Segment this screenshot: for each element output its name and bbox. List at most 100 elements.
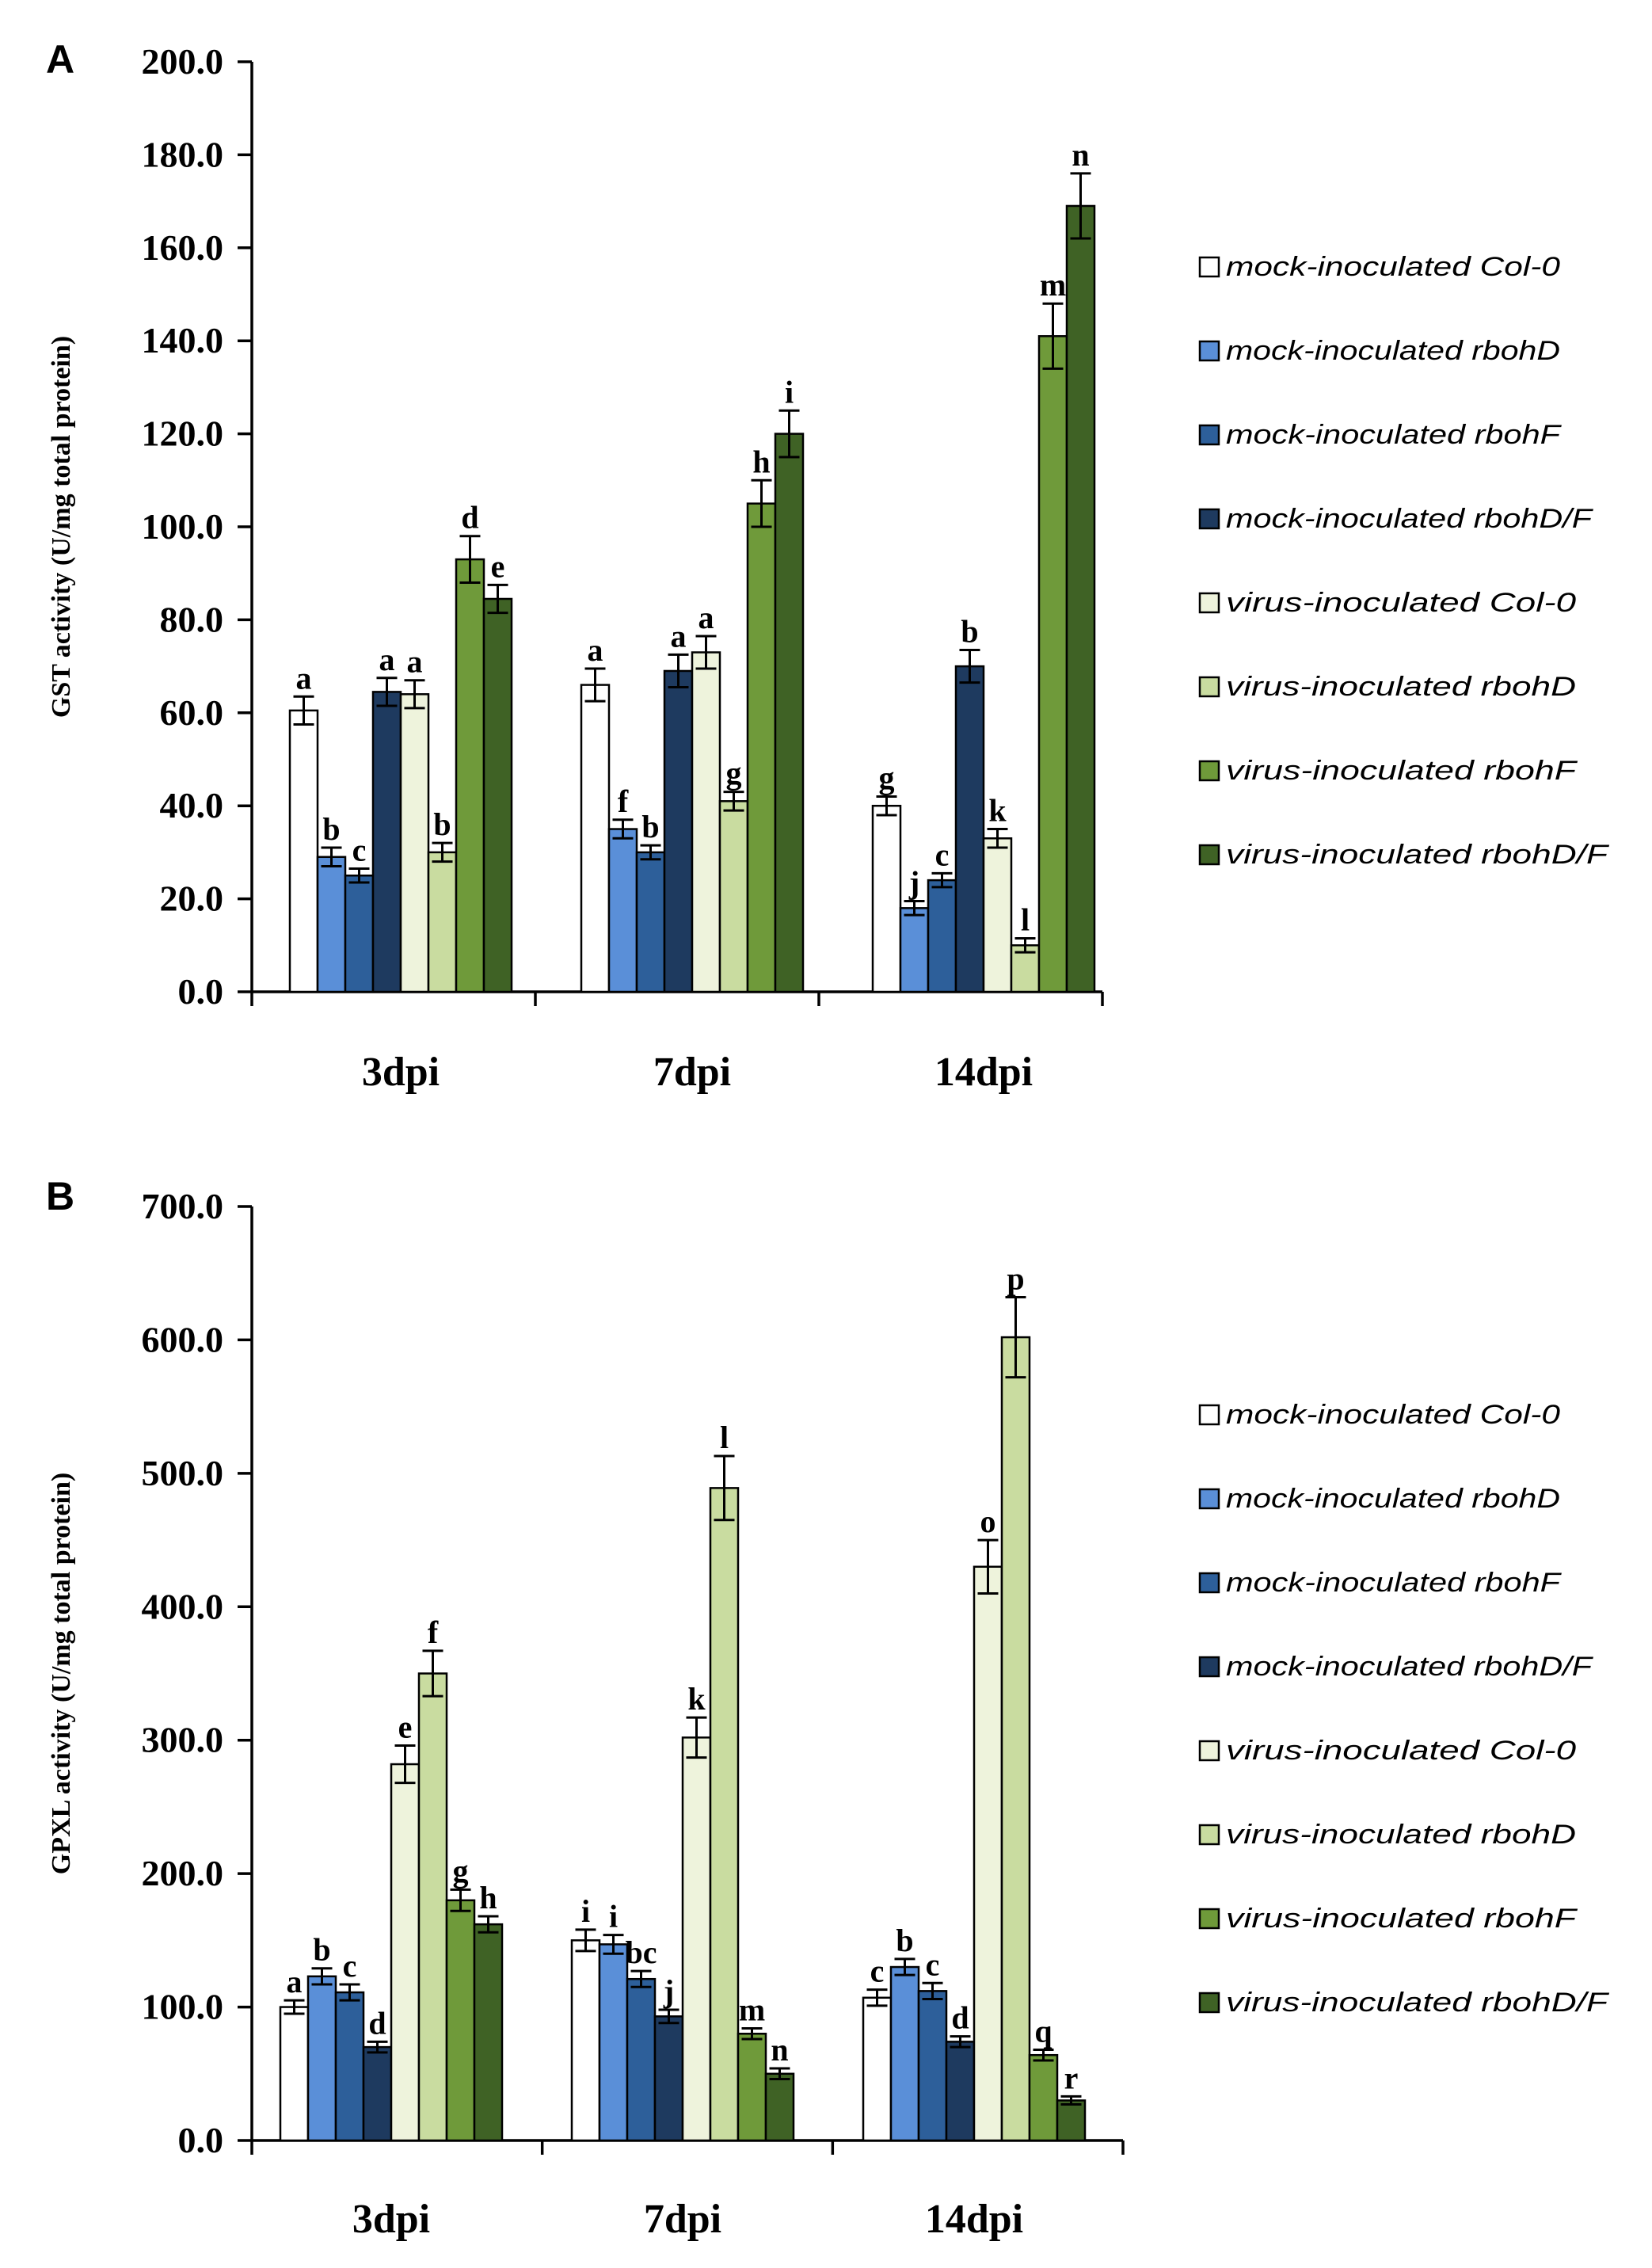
panel-a-legend-label: virus-inoculated rbohD/F (1226, 840, 1610, 870)
panel-a-bar (718, 800, 749, 993)
panel-b-legend-swatch (1198, 1740, 1220, 1762)
panel-b-y-tick-label: 200.0 (142, 1853, 224, 1893)
panel-a-bar (288, 709, 319, 993)
panel-a-bar (982, 837, 1013, 993)
panel-b-category-label: 7dpi (644, 2197, 721, 2242)
panel-b-significance-letter: c (870, 1954, 885, 1989)
panel-b-legend-label: virus-inoculated rbohF (1226, 1904, 1578, 1934)
panel-label-b: B (46, 1174, 74, 1218)
panel-a-bar (691, 651, 721, 993)
panel-a-bar (899, 907, 930, 993)
panel-a-bar (774, 433, 805, 993)
panel-a-significance-letter: g (726, 756, 742, 791)
panel-a-legend-swatch (1198, 592, 1220, 614)
panel-a-bar (927, 879, 957, 993)
panel-a-significance-letter: e (491, 548, 505, 584)
panel-a-bar (399, 693, 430, 993)
panel-b-significance-letter: i (581, 1893, 590, 1929)
panel-b-bar (653, 2015, 684, 2142)
panel-b-legend-swatch (1198, 1656, 1220, 1678)
panel-a-significance-letter: c (352, 832, 367, 867)
panel-b-bar (473, 1923, 504, 2142)
panel-b-significance-letter: bc (626, 1934, 657, 1970)
panel-b-significance-letter: g (453, 1853, 469, 1889)
panel-a-legend-label: mock-inoculated rbohD (1226, 336, 1560, 366)
panel-a-significance-letter: a (379, 642, 395, 677)
panel-b-category-label: 3dpi (352, 2197, 430, 2242)
panel-b-significance-letter: q (1034, 2013, 1052, 2049)
panel-a-bar (344, 875, 375, 993)
panel-b-legend-label: virus-inoculated rbohD/F (1226, 1988, 1610, 2018)
panel-a-legend-label: mock-inoculated rbohD/F (1226, 504, 1594, 534)
panel-b-bar (709, 1487, 740, 2142)
panel-a-y-tick-label: 160.0 (142, 227, 224, 268)
panel-a-significance-letter: h (752, 444, 770, 479)
panel-a-legend-swatch (1198, 844, 1220, 866)
panel-b-y-tick-label: 600.0 (142, 1319, 224, 1359)
panel-a-legend-label: mock-inoculated Col-0 (1226, 252, 1560, 282)
panel-b-significance-letter: a (287, 1964, 303, 1999)
panel-b-bar (1000, 1336, 1031, 2142)
panel-b-y-tick-label: 400.0 (142, 1586, 224, 1626)
panel-b-legend-label: virus-inoculated Col-0 (1226, 1736, 1576, 1766)
panel-b-category-label: 14dpi (925, 2197, 1023, 2242)
panel-b-bar (862, 1996, 893, 2142)
panel-a-bar (1065, 204, 1096, 993)
panel-a-bar (663, 669, 694, 993)
panel-a-y-tick-label: 120.0 (142, 414, 224, 454)
panel-b-bar (417, 1672, 448, 2142)
panel-a-significance-letter: b (433, 806, 451, 842)
panel-label-a: A (46, 37, 74, 82)
panel-a-significance-letter: n (1072, 137, 1089, 173)
panel-b-significance-letter: k (687, 1681, 706, 1717)
panel-a-y-tick-label: 200.0 (142, 41, 224, 82)
panel-b-bar (764, 2072, 795, 2142)
panel-a-legend-swatch (1198, 340, 1220, 362)
panel-a-bar (607, 828, 638, 993)
panel-b-significance-letter: d (951, 2000, 969, 2036)
panel-b-significance-letter: e (398, 1709, 413, 1744)
panel-a-y-tick-label: 140.0 (142, 320, 224, 360)
panel-a-significance-letter: d (461, 500, 478, 536)
panel-a-y-tick-label: 20.0 (160, 879, 224, 919)
panel-a-significance-letter: b (322, 811, 340, 847)
panel-a-category-label: 14dpi (934, 1050, 1033, 1095)
panel-a-significance-letter: m (1040, 267, 1066, 303)
panel-b-bar (626, 1977, 657, 2142)
panel-b-legend-label: mock-inoculated rbohD (1226, 1484, 1560, 1514)
panel-b-bar (737, 2033, 767, 2142)
panel-a-significance-letter: a (407, 644, 423, 680)
panel-a-y-tick-label: 180.0 (142, 134, 224, 174)
panel-a-y-tick-label: 0.0 (178, 971, 224, 1012)
panel-b-bar (445, 1899, 476, 2142)
panel-b-legend-label: mock-inoculated rbohD/F (1226, 1652, 1594, 1682)
panel-a-significance-letter: j (908, 865, 919, 901)
panel-b-y-tick-label: 500.0 (142, 1453, 224, 1493)
panel-a-bar (580, 684, 611, 993)
panel-b-y-axis-label: GPXL activity (U/mg total protein) (47, 1473, 76, 1874)
panel-b-legend-swatch (1198, 1824, 1220, 1846)
panel-a-bar (871, 804, 902, 993)
panel-b-legend-swatch (1198, 1488, 1220, 1510)
panel-a-chart: 0.0 20.0 40.0 60.0 80.0 100.0 120.0 140.0 160.0 1… (47, 41, 1610, 1095)
panel-b-bar (362, 2045, 393, 2142)
panel-a-legend-swatch (1198, 676, 1220, 698)
panel-b-significance-letter: d (368, 2005, 386, 2041)
panel-b-bar (1056, 2099, 1087, 2142)
panel-a-legend-label: virus-inoculated rbohD (1226, 672, 1576, 702)
panel-b-significance-letter: p (1007, 1261, 1024, 1297)
panel-b-chart: 0.0 100.0 200.0 300.0 400.0 500.0 600.0 700.0 GP… (47, 1186, 1610, 2242)
panel-a-category-label: 7dpi (653, 1050, 731, 1095)
panel-b-legend-label: virus-inoculated rbohD (1226, 1820, 1576, 1850)
panel-a-significance-letter: g (879, 760, 895, 795)
panel-b-bar (334, 1991, 365, 2142)
panel-a-significance-letter: c (935, 837, 950, 872)
panel-a-y-tick-label: 80.0 (160, 599, 224, 639)
panel-b-bar (1028, 2053, 1059, 2142)
panel-b-y-tick-label: 300.0 (142, 1720, 224, 1760)
panel-a-y-tick-label: 40.0 (160, 785, 224, 825)
panel-b-legend-swatch (1198, 1572, 1220, 1594)
panel-a-legend-label: mock-inoculated rbohF (1226, 420, 1563, 450)
panel-b-bar (889, 1965, 920, 2142)
panel-a-legend-swatch (1198, 760, 1220, 782)
